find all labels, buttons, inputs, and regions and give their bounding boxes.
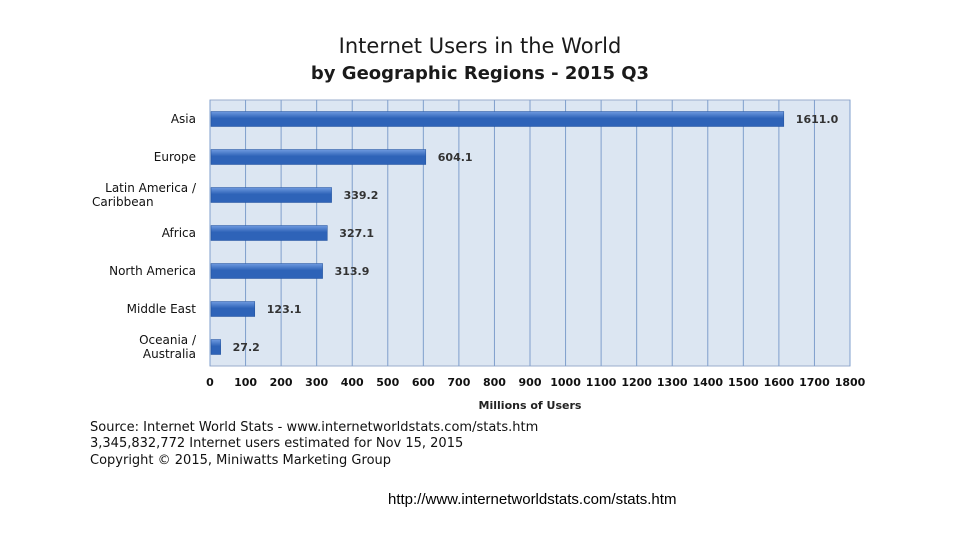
value-labels: 1611.0 604.1 339.2 327.1 313.9 123.1 27.2: [233, 113, 839, 354]
value-label: 327.1: [339, 227, 374, 240]
x-axis-label: Millions of Users: [479, 399, 582, 412]
x-tick-label: 1100: [586, 376, 617, 389]
x-tick-label: 1400: [692, 376, 723, 389]
category-label-line: Australia: [143, 347, 196, 361]
value-label: 123.1: [267, 303, 302, 316]
source-line-3: Copyright © 2015, Miniwatts Marketing Gr…: [90, 453, 391, 468]
x-tick-label: 700: [447, 376, 470, 389]
bars: [210, 111, 785, 355]
chart-subtitle: by Geographic Regions - 2015 Q3: [311, 63, 649, 84]
source-line-1: Source: Internet World Stats - www.inter…: [90, 420, 538, 435]
category-label: Asia: [171, 112, 196, 126]
value-label: 313.9: [335, 265, 370, 278]
value-label: 27.2: [233, 341, 260, 354]
category-label-line: Oceania /: [139, 333, 197, 347]
x-tick-label: 1200: [621, 376, 652, 389]
bar: [210, 339, 221, 355]
bar: [210, 111, 785, 127]
value-label: 1611.0: [796, 113, 839, 126]
bar: [210, 225, 328, 241]
chart-title: Internet Users in the World: [339, 34, 622, 58]
x-tick-label: 400: [341, 376, 364, 389]
x-tick-label: 1800: [835, 376, 866, 389]
x-tick-label: 800: [483, 376, 506, 389]
bar: [210, 301, 256, 317]
x-tick-label: 1500: [728, 376, 759, 389]
bar: [210, 187, 332, 203]
x-tick-label: 1600: [764, 376, 795, 389]
x-tick-label: 0: [206, 376, 214, 389]
category-label: Latin America / Caribbean: [92, 181, 197, 209]
bar: [210, 149, 427, 165]
gridlines: [209, 100, 851, 366]
category-label: Africa: [162, 226, 196, 240]
x-tick-label: 1000: [550, 376, 581, 389]
x-tick-labels: 0 100 200 300 400 500 600 700 800 900 1000 1100 1200…: [206, 376, 865, 389]
category-label: North America: [109, 264, 196, 278]
x-tick-label: 600: [412, 376, 435, 389]
value-label: 339.2: [344, 189, 379, 202]
x-tick-label: 200: [270, 376, 293, 389]
category-label: Oceania / Australia: [139, 333, 197, 361]
source-line-2: 3,345,832,772 Internet users estimated f…: [90, 436, 463, 451]
x-tick-label: 100: [234, 376, 257, 389]
x-tick-label: 500: [376, 376, 399, 389]
value-label: 604.1: [438, 151, 473, 164]
bar: [210, 263, 323, 279]
category-label: Europe: [154, 150, 196, 164]
x-tick-label: 1700: [799, 376, 830, 389]
x-tick-label: 900: [519, 376, 542, 389]
x-tick-label: 1300: [657, 376, 688, 389]
category-label: Middle East: [127, 302, 197, 316]
x-tick-label: 300: [305, 376, 328, 389]
category-labels: Asia Europe Latin America / Caribbean Africa…: [92, 112, 197, 361]
category-label-line: Caribbean: [92, 195, 154, 209]
footer-url: http://www.internetworldstats.com/stats.…: [388, 491, 677, 508]
category-label-line: Latin America /: [105, 181, 197, 195]
